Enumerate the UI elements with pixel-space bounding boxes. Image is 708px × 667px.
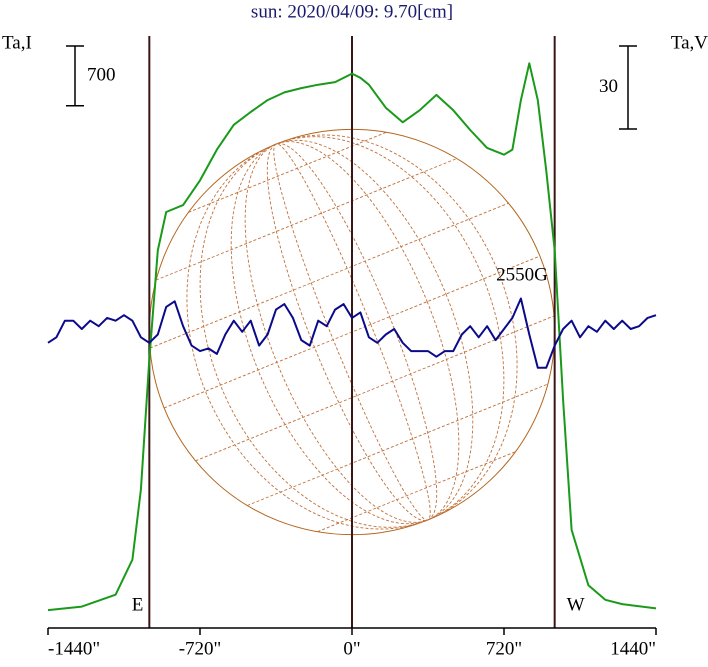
series-line [47,62,657,612]
limb-label: E [132,594,144,615]
annotation: 2550G [496,264,548,285]
x-tick-label: 1440" [610,638,656,659]
x-tick-label: 720" [486,638,522,659]
x-tick-label: -720" [179,638,222,659]
parallel [317,451,516,533]
scale-bar [619,45,637,130]
parallel [188,131,387,213]
y-axis-label: Ta,I [2,32,32,53]
parallel [149,202,509,349]
scale-bar-label: 30 [599,76,618,97]
parallel [155,158,457,281]
x-tick-label: -1440" [48,638,100,659]
parallel [247,383,549,506]
y2-axis-label: Ta,V [671,32,708,53]
scale-bar-label: 700 [87,64,116,85]
limb-label: W [567,594,585,615]
chart-title: sun: 2020/04/09: 9.70[cm] [251,1,453,22]
parallel [195,315,555,462]
scale-bar [66,45,84,107]
x-tick-label: 0" [343,638,360,659]
series-line [47,297,657,369]
